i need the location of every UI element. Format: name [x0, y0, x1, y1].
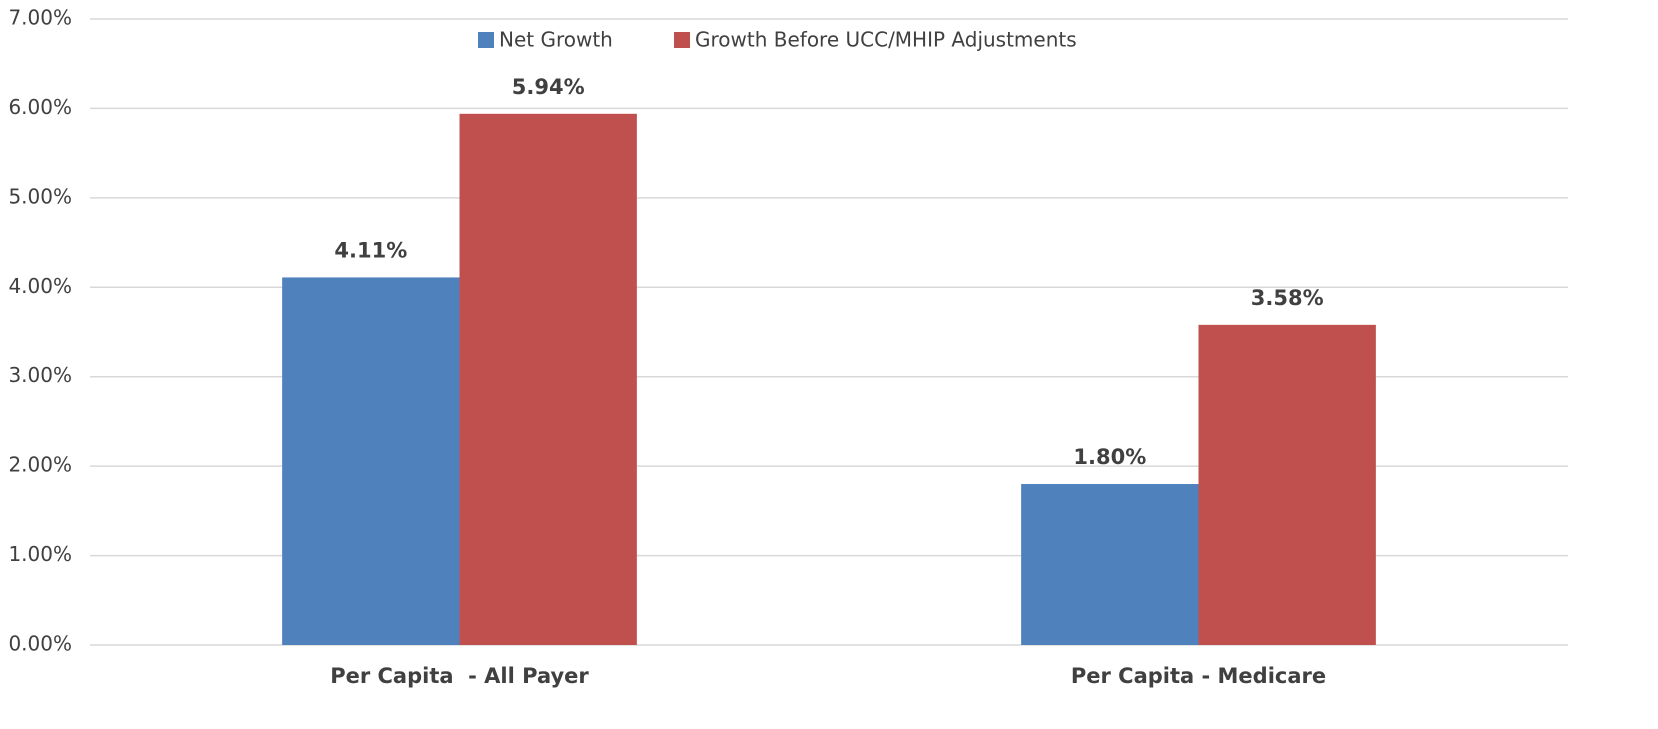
bar [1198, 324, 1376, 645]
legend-swatch [478, 32, 494, 48]
y-tick-label: 6.00% [8, 95, 72, 119]
data-label: 3.58% [1251, 286, 1324, 310]
legend-swatch [674, 32, 690, 48]
y-tick-label: 1.00% [8, 542, 72, 566]
x-tick-label: Per Capita - All Payer [330, 664, 589, 688]
bar [282, 277, 460, 645]
data-label: 1.80% [1073, 445, 1146, 469]
data-label: 4.11% [334, 238, 407, 262]
legend-label: Growth Before UCC/MHIP Adjustments [695, 28, 1077, 52]
y-tick-label: 2.00% [8, 453, 72, 477]
y-tick-label: 3.00% [8, 363, 72, 387]
y-tick-label: 4.00% [8, 274, 72, 298]
bar [1021, 484, 1199, 645]
bar [459, 113, 637, 645]
legend-label: Net Growth [499, 28, 613, 52]
y-tick-label: 0.00% [8, 632, 72, 656]
x-tick-label: Per Capita - Medicare [1071, 664, 1326, 688]
data-label: 5.94% [512, 75, 585, 99]
y-tick-label: 5.00% [8, 184, 72, 208]
y-tick-label: 7.00% [8, 6, 72, 30]
